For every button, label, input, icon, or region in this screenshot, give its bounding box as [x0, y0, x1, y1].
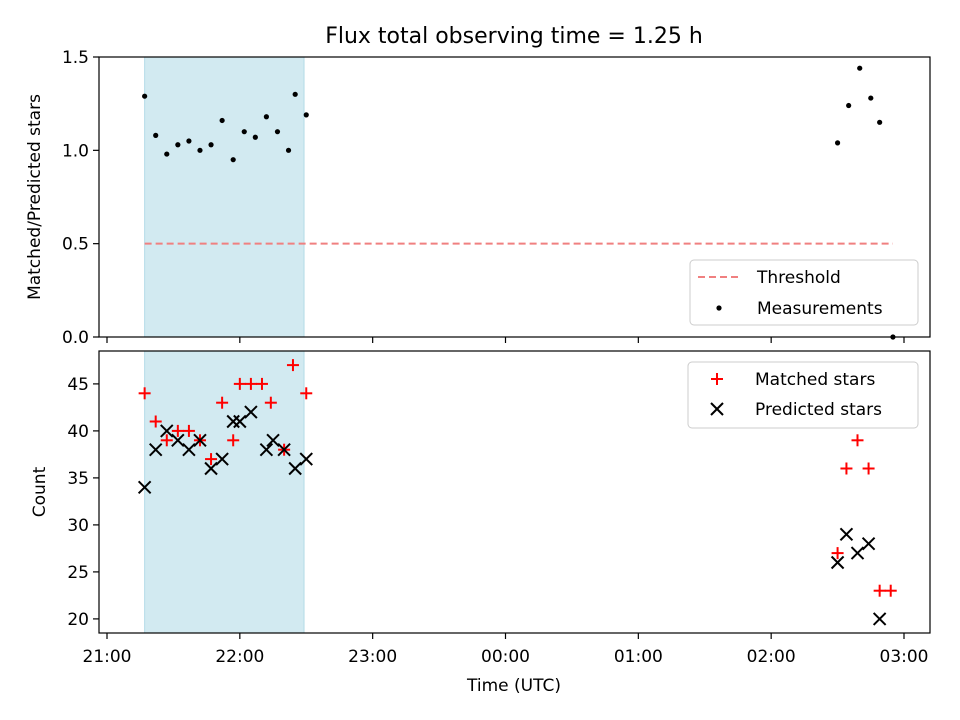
- observing-window-span: [144, 350, 305, 634]
- predicted-stars-point: [233, 414, 247, 429]
- measurement-point: [241, 129, 247, 135]
- y-tick-label: 0.5: [62, 235, 89, 255]
- legend-predicted-label: Predicted stars: [755, 400, 882, 420]
- matched-stars-point: [138, 387, 151, 400]
- matched-stars-point: [205, 453, 218, 466]
- measurement-point: [142, 93, 148, 99]
- measurement-point: [230, 157, 236, 163]
- matched-stars-point: [862, 462, 875, 475]
- measurement-point: [219, 117, 225, 124]
- matched-stars-point: [300, 387, 313, 400]
- matched-stars-point: [182, 424, 195, 437]
- measurement-point: [285, 147, 292, 153]
- legend-matched-label: Matched stars: [755, 370, 875, 390]
- measurement-point: [303, 112, 309, 118]
- matched-stars-point: [216, 396, 229, 409]
- x-tick-label: 23:00: [348, 647, 397, 667]
- measurement-point: [263, 114, 269, 120]
- predicted-stars-point: [299, 452, 313, 466]
- predicted-stars-point: [839, 527, 854, 542]
- measurement-point: [252, 134, 258, 140]
- matched-stars-point: [286, 359, 299, 372]
- predicted-stars-point: [171, 433, 185, 448]
- axes-frame: [98, 350, 931, 634]
- x-tick-label: 00:00: [481, 647, 530, 667]
- y-tick-label: 20: [67, 610, 89, 630]
- predicted-stars-point: [872, 612, 887, 626]
- measurement-point: [186, 138, 192, 144]
- y-tick-label: 30: [67, 516, 89, 536]
- matched-stars-point: [160, 434, 173, 447]
- top-y-axis-label: Matched/Predicted stars: [25, 94, 45, 300]
- y-tick-label: 1.5: [62, 48, 89, 68]
- predicted-stars-point: [277, 442, 291, 457]
- observing-window-span: [144, 56, 305, 338]
- x-tick-label: 03:00: [880, 647, 929, 667]
- measurement-point: [834, 140, 841, 146]
- y-tick-label: 1.0: [62, 141, 89, 161]
- chart-title: Flux total observing time = 1.25 h: [325, 24, 703, 49]
- matched-stars-point: [244, 377, 257, 390]
- x-tick-label: 21:00: [83, 647, 132, 667]
- measurement-point: [877, 119, 883, 125]
- measurement-point: [197, 147, 203, 153]
- legend-predicted-swatch: [710, 402, 724, 416]
- top-legend: Threshold Measurements: [689, 259, 919, 326]
- predicted-stars-point: [204, 461, 218, 476]
- matched-stars-point: [149, 415, 162, 428]
- measurement-point: [857, 65, 863, 71]
- predicted-stars-point: [244, 405, 258, 419]
- predicted-stars-point: [266, 433, 280, 448]
- measurement-point: [274, 129, 281, 135]
- predicted-stars-point: [215, 452, 229, 466]
- measurement-point: [153, 132, 159, 138]
- bottom-legend: Matched stars Predicted stars: [687, 361, 919, 429]
- predicted-stars-point: [137, 480, 152, 495]
- matched-stars-point: [851, 434, 864, 447]
- y-tick-label: 40: [67, 422, 89, 442]
- matched-stars-point: [264, 396, 277, 409]
- top-panel: Flux total observing time = 1.25 h 0.0 0.…: [25, 24, 931, 348]
- matched-stars-point: [840, 462, 853, 475]
- legend-measurements-swatch: [716, 305, 722, 311]
- legend-measurements-label: Measurements: [757, 299, 883, 319]
- legend-matched-swatch: [711, 373, 723, 385]
- legend-threshold-label: Threshold: [756, 268, 841, 288]
- x-tick-label: 22:00: [215, 647, 264, 667]
- matched-stars-point: [831, 547, 844, 560]
- y-tick-label: 45: [67, 375, 89, 395]
- matched-stars-point: [873, 584, 886, 597]
- x-tick-label: 02:00: [747, 647, 796, 667]
- measurement-point: [846, 102, 852, 109]
- measurement-point: [175, 142, 181, 148]
- x-axis-label: Time (UTC): [466, 676, 561, 696]
- predicted-stars-point: [148, 442, 163, 457]
- matched-stars-point: [227, 434, 240, 447]
- predicted-stars-point: [830, 555, 845, 570]
- bottom-y-axis-label: Count: [30, 466, 50, 517]
- matched-stars-point: [171, 424, 184, 437]
- y-tick-label: 25: [67, 563, 89, 583]
- predicted-stars-point: [850, 546, 865, 560]
- predicted-stars-point: [861, 536, 876, 551]
- y-tick-label: 0.0: [62, 328, 89, 348]
- measurement-point: [292, 91, 298, 97]
- predicted-stars-point: [160, 424, 174, 438]
- predicted-stars-point: [288, 461, 302, 476]
- measurement-point: [164, 151, 170, 157]
- predicted-stars-point: [182, 442, 196, 457]
- measurement-point: [868, 95, 874, 101]
- measurement-point: [208, 142, 214, 148]
- axes-frame: [98, 56, 931, 338]
- y-tick-label: 35: [67, 469, 89, 489]
- bottom-panel: 20 25 30 35 40 45 21:00 22:00 23:00 00:00 01:00 02:…: [30, 350, 931, 696]
- matched-stars-point: [884, 584, 897, 597]
- matched-stars-point: [255, 377, 268, 390]
- x-tick-label: 01:00: [614, 647, 663, 667]
- predicted-stars-point: [259, 442, 274, 457]
- predicted-stars-point: [193, 433, 207, 448]
- matched-stars-point: [233, 377, 246, 390]
